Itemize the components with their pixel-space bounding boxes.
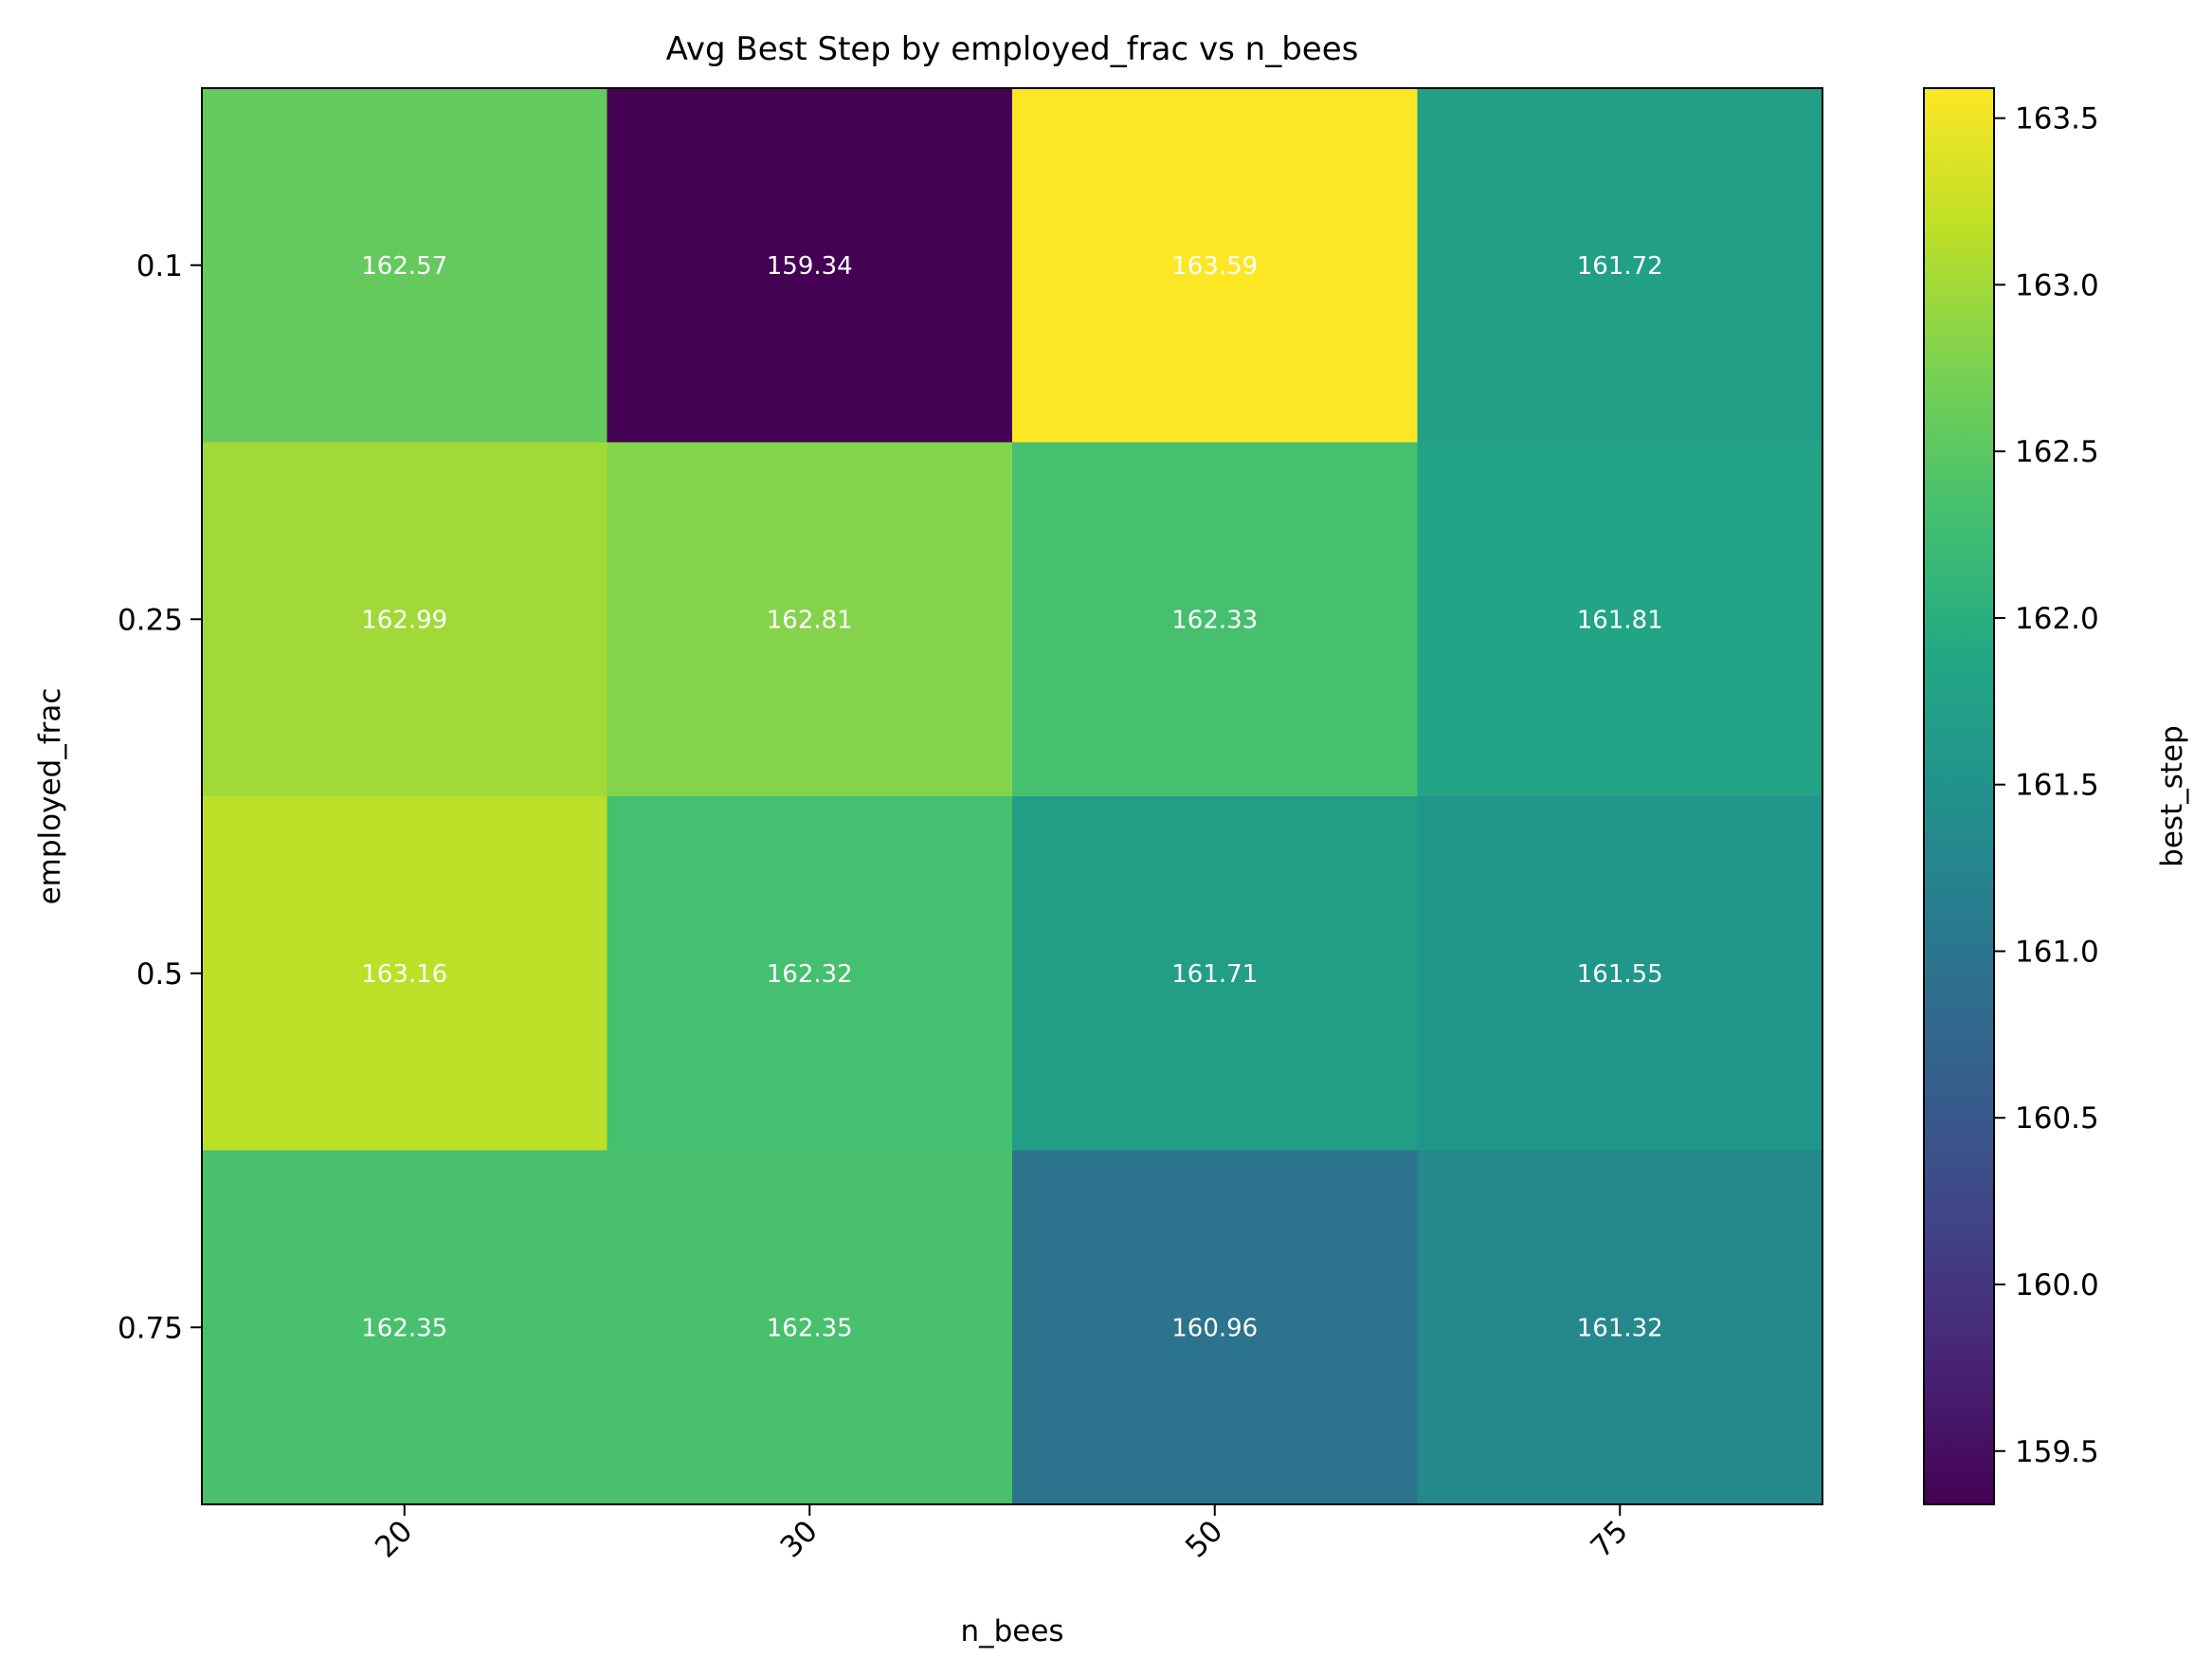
colorbar-tick-label: 161.5 [2015,769,2099,803]
cell-value-label: 159.34 [767,252,853,281]
x-tick-label: 30 [774,1514,825,1564]
cell-value-label: 161.71 [1171,960,1258,989]
cell-value-labels: 162.57 159.34 163.59 161.72 162.99 162.81 162.… [361,252,1662,1343]
cell-value-label: 162.32 [767,960,853,989]
colorbar-tick-label: 159.5 [2015,1435,2099,1469]
heatmap-cell [1417,796,1823,1151]
cell-value-label: 162.81 [767,606,853,634]
cell-value-label: 162.35 [361,1314,447,1342]
heatmap-cell [607,88,1013,443]
colorbar-tick-label: 162.5 [2015,435,2099,469]
colorbar-tick-label: 160.0 [2015,1268,2099,1302]
heatmap-cell [1012,88,1418,443]
colorbar-label: best_step [2155,725,2189,867]
colorbar-tick-label: 163.5 [2015,102,2099,137]
cell-value-label: 161.81 [1577,606,1663,634]
chart-title: Avg Best Step by employed_frac vs n_bees [666,30,1359,68]
plot-frame [201,87,1823,1505]
heatmap-cell [202,442,607,797]
cell-value-label: 160.96 [1171,1314,1258,1342]
colorbar [1923,87,1995,1505]
cell-value-label: 161.55 [1577,960,1663,989]
colorbar-ticks: 159.5 160.0 160.5 161.0 161.5 162.0 162.5 163.0… [1994,102,2099,1469]
heatmap-cell [1417,1150,1823,1505]
cell-value-label: 162.33 [1171,606,1258,634]
heatmap-cell [1012,796,1418,1151]
cell-value-label: 162.57 [361,252,447,281]
cell-value-label: 163.59 [1171,252,1258,281]
heatmap-cell [1417,442,1823,797]
y-tick-label: 0.75 [118,1311,183,1345]
x-axis-label: n_bees [960,1614,1063,1648]
cell-value-label: 163.16 [361,960,447,989]
colorbar-tick-label: 160.5 [2015,1101,2099,1136]
heatmap-cell [202,88,607,443]
y-tick-label: 0.25 [118,603,183,637]
heatmap-cell [607,796,1013,1151]
cell-value-label: 161.32 [1577,1314,1663,1342]
heatmap-cell [1012,442,1418,797]
heatmap-cell [202,1150,607,1505]
x-tick-label: 75 [1585,1514,1635,1564]
cell-value-label: 162.99 [361,606,447,634]
heatmap-cell [1012,1150,1418,1505]
colorbar-tick-label: 163.0 [2015,268,2099,302]
x-tick-label: 50 [1179,1514,1229,1564]
x-axis-ticks: 20 30 50 75 [369,1504,1635,1565]
heatmap-cell [202,796,607,1151]
heatmap-cells [202,88,1823,1505]
colorbar-tick-label: 161.0 [2015,935,2099,969]
colorbar-tick-label: 162.0 [2015,602,2099,636]
cell-value-label: 161.72 [1577,252,1663,281]
heatmap-cell [607,442,1013,797]
y-tick-label: 0.5 [136,957,183,992]
y-axis-ticks: 0.1 0.25 0.5 0.75 [118,249,202,1345]
cell-value-label: 162.35 [767,1314,853,1342]
y-tick-label: 0.1 [136,249,183,283]
y-axis-label: employed_frac [33,688,67,905]
x-tick-label: 20 [369,1514,419,1564]
heatmap-cell [1417,88,1823,443]
heatmap-cell [607,1150,1013,1505]
